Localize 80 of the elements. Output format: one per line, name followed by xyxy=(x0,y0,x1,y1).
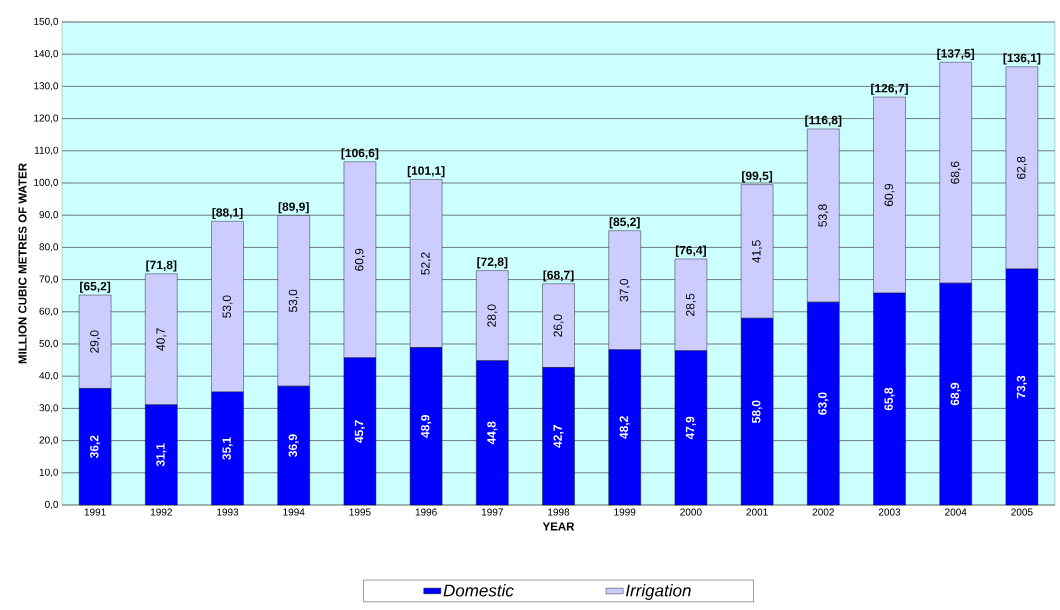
data-label: 60,9 xyxy=(354,248,365,271)
x-tick-label: 2005 xyxy=(1011,508,1033,516)
total-label: [88,1] xyxy=(212,207,243,220)
x-tick-label: 1994 xyxy=(283,508,305,516)
y-tick-label: 30,0 xyxy=(39,404,59,413)
y-tick-label: 90,0 xyxy=(39,211,59,220)
x-tick-label: 1995 xyxy=(349,508,371,516)
data-label: 53,0 xyxy=(288,289,299,313)
data-label: 28,0 xyxy=(487,304,498,327)
data-label: 44,8 xyxy=(487,421,498,445)
x-tick-label: 2003 xyxy=(878,508,901,516)
data-label: 60,9 xyxy=(884,183,895,207)
y-tick-label: 50,0 xyxy=(39,339,59,349)
y-tick-label: 140,0 xyxy=(34,50,59,59)
data-label: 63,0 xyxy=(818,392,829,415)
x-tick-label: 1999 xyxy=(614,508,636,516)
data-label: 36,2 xyxy=(90,435,101,459)
data-label: 53,0 xyxy=(222,295,233,318)
y-tick-label: 80,0 xyxy=(39,243,59,252)
total-label: [99,5] xyxy=(742,171,773,183)
x-tick-label: 2000 xyxy=(680,508,702,516)
total-label: [65,2] xyxy=(80,281,111,293)
y-tick-label: 110,0 xyxy=(34,146,59,155)
data-label: 48,2 xyxy=(619,416,630,439)
x-tick-label: 1992 xyxy=(150,508,172,516)
x-tick-label: 1997 xyxy=(481,508,503,516)
y-tick-label: 40,0 xyxy=(39,372,59,381)
x-tick-label: 1993 xyxy=(217,508,239,516)
total-label: [136,1] xyxy=(1003,53,1041,65)
total-label: [101,1] xyxy=(407,166,445,178)
data-label: 68,9 xyxy=(950,382,961,406)
data-label: 47,9 xyxy=(685,416,697,440)
y-tick-label: 150,0 xyxy=(34,17,59,27)
data-label: 62,8 xyxy=(1016,156,1027,179)
y-tick-label: 10,0 xyxy=(39,468,59,477)
data-label: 42,7 xyxy=(553,425,564,448)
total-label: [89,9] xyxy=(278,202,309,214)
data-label: 26,0 xyxy=(553,314,564,337)
data-label: 65,8 xyxy=(884,387,895,411)
y-tick-label: 70,0 xyxy=(39,275,59,284)
y-tick-label: 100,0 xyxy=(34,178,59,188)
x-tick-label: 2004 xyxy=(945,508,967,516)
total-label: [71,8] xyxy=(146,260,177,272)
data-label: 68,6 xyxy=(950,161,961,184)
data-label: 35,1 xyxy=(222,437,233,460)
y-tick-label: 20,0 xyxy=(39,436,59,445)
x-axis-title: YEAR xyxy=(542,522,575,531)
total-label: [85,2] xyxy=(609,217,640,229)
x-tick-label: 1998 xyxy=(548,508,570,516)
y-axis-title: MILLION CUBIC METRES OF WATER xyxy=(18,163,27,364)
data-label: 73,3 xyxy=(1016,375,1028,399)
x-tick-label: 1991 xyxy=(84,508,106,516)
data-label: 37,0 xyxy=(619,279,630,302)
data-label: 31,1 xyxy=(156,443,167,467)
data-label: 28,5 xyxy=(685,293,696,316)
y-tick-label: 120,0 xyxy=(34,114,59,123)
total-label: [116,8] xyxy=(805,115,842,127)
data-label: 29,0 xyxy=(90,330,101,353)
total-label: [76,4] xyxy=(675,245,706,257)
data-label: 40,7 xyxy=(156,328,167,351)
x-tick-label: 2001 xyxy=(746,508,768,516)
data-label: 58,0 xyxy=(751,400,763,423)
y-tick-label: 60,0 xyxy=(39,307,59,316)
total-label: [68,7] xyxy=(543,270,574,282)
x-tick-label: 1996 xyxy=(415,508,437,516)
legend-label: Irrigation xyxy=(626,584,691,600)
total-label: [72,8] xyxy=(477,257,508,269)
total-label: [126,7] xyxy=(871,83,908,95)
x-tick-label: 2002 xyxy=(812,508,834,516)
total-label: [106,6] xyxy=(341,148,379,160)
data-label: 53,8 xyxy=(818,204,829,227)
data-label: 52,2 xyxy=(421,252,432,275)
total-label: [137,5] xyxy=(937,48,975,61)
legend-label: Domestic xyxy=(443,584,514,597)
y-tick-label: 130,0 xyxy=(34,82,59,91)
y-tick-label: 0,0 xyxy=(44,500,59,510)
data-label: 36,9 xyxy=(288,434,299,457)
data-label: 45,7 xyxy=(354,420,365,443)
data-label: 48,9 xyxy=(420,415,432,438)
data-label: 41,5 xyxy=(752,240,762,263)
